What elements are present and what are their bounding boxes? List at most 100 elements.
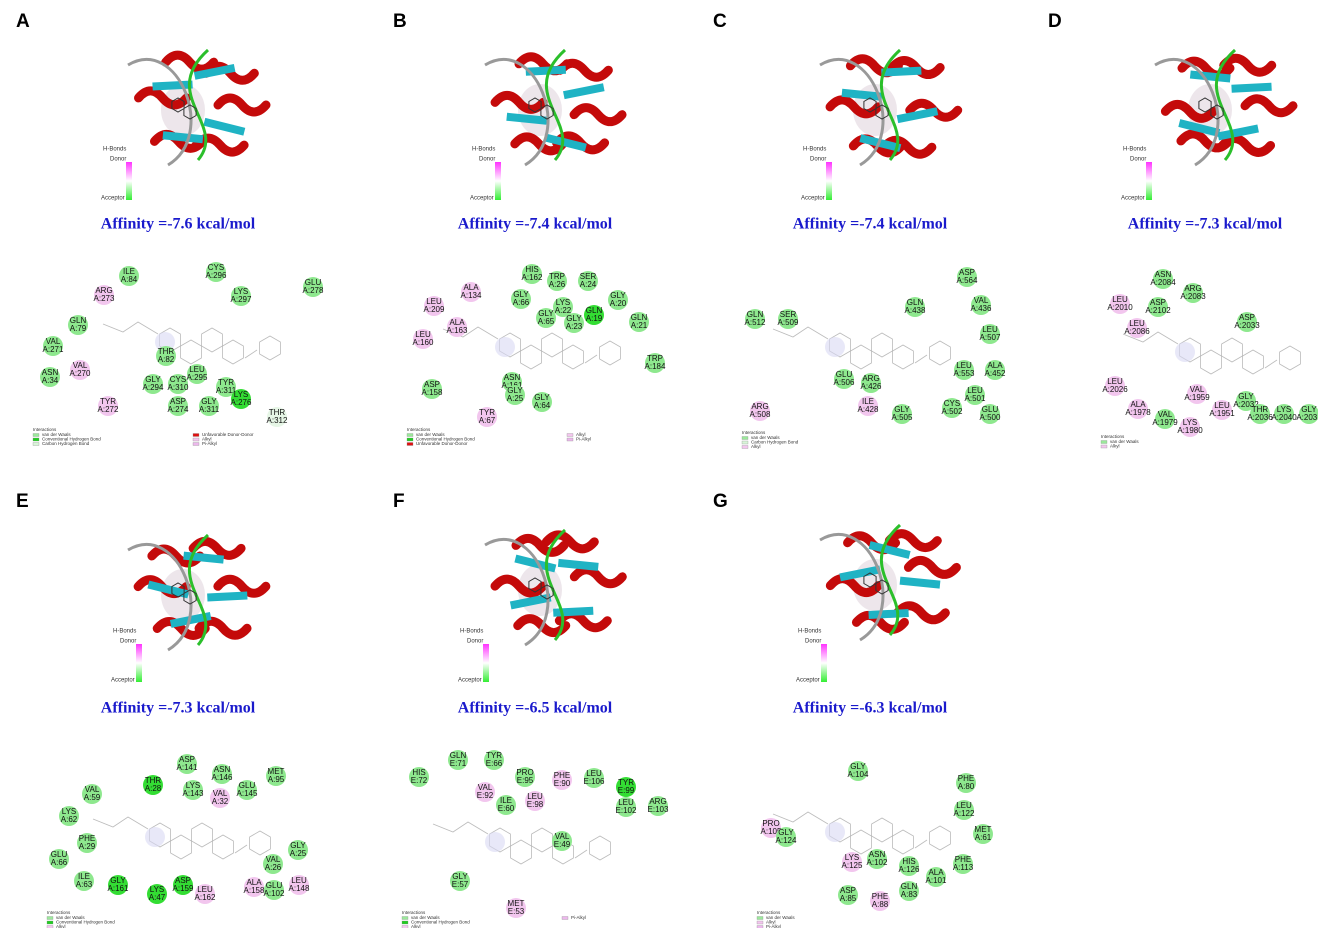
residue-disc xyxy=(584,768,604,788)
residue-name: MET xyxy=(508,899,525,908)
residue-disc xyxy=(156,346,176,366)
residue-disc xyxy=(477,407,497,427)
residue-name: ARG xyxy=(1184,284,1201,293)
residue-name: VAL xyxy=(1190,385,1205,394)
residue-name: LEU xyxy=(291,876,307,885)
helix xyxy=(149,129,207,153)
residue-id: A:2033 xyxy=(1234,321,1260,330)
residue-id: A:271 xyxy=(43,345,64,354)
residue-id: A:122 xyxy=(954,809,975,818)
hbond-gradient xyxy=(821,644,827,682)
residue-name: HIS xyxy=(902,857,915,866)
legend-swatch xyxy=(406,437,414,442)
strand xyxy=(207,591,248,602)
residue-id: A:512 xyxy=(745,318,766,327)
hbond-title: H-Bonds xyxy=(1123,147,1146,153)
ligand xyxy=(528,97,554,120)
protein-structure xyxy=(819,523,961,642)
residue-name: LYS xyxy=(186,781,201,790)
hbond-title: H-Bonds xyxy=(798,629,821,635)
helix xyxy=(879,135,937,159)
hbond-title: H-Bonds xyxy=(113,629,136,635)
residue-disc xyxy=(536,308,556,328)
residue-name: ASP xyxy=(1239,313,1255,322)
residue-id: A:274 xyxy=(168,405,189,414)
pi-cloud xyxy=(825,337,845,357)
residue-name: SER xyxy=(580,272,597,281)
legend-swatch xyxy=(46,920,54,925)
residue-id: A:102 xyxy=(264,889,285,898)
residue-id: A:126 xyxy=(899,865,920,874)
residue-disc xyxy=(511,289,531,309)
strand xyxy=(514,554,557,573)
residue-disc xyxy=(745,309,765,329)
residue-id: A:507 xyxy=(980,333,1001,342)
strand xyxy=(193,63,236,80)
residue-name: GLN xyxy=(586,306,603,315)
residue-id: A:296 xyxy=(206,271,227,280)
residue-id: A:66 xyxy=(51,858,68,867)
residue-id: A:95 xyxy=(268,775,285,784)
helix xyxy=(510,132,568,156)
residue-name: PHE xyxy=(554,771,570,780)
residue-name: HIS xyxy=(412,768,425,777)
protein-structure xyxy=(127,533,271,652)
residue-id: A:113 xyxy=(953,863,974,872)
residue-id: E:71 xyxy=(450,759,467,768)
protein-structure xyxy=(127,48,271,167)
residue-disc xyxy=(168,374,188,394)
residue-id: A:276 xyxy=(231,398,252,407)
residue-id: A:47 xyxy=(149,893,166,902)
residue-name: ASN xyxy=(504,373,521,382)
hbond-title: H-Bonds xyxy=(103,147,126,153)
residue-id: A:105 xyxy=(761,827,782,836)
residue-name: GLY xyxy=(513,290,529,299)
residue-disc xyxy=(985,360,1005,380)
residue-name: ASP xyxy=(170,397,186,406)
residue-id: E:90 xyxy=(554,779,571,788)
residue-disc xyxy=(1187,384,1207,404)
legend-label: van der Waals xyxy=(42,432,71,437)
legend-swatch xyxy=(32,442,40,446)
legend-swatch xyxy=(566,437,574,442)
panel-letter: E xyxy=(16,491,29,512)
legend-swatch xyxy=(192,437,200,442)
loop xyxy=(879,48,902,161)
residue-disc xyxy=(267,407,287,427)
legend-label: Alkyl xyxy=(576,432,586,437)
ligand xyxy=(171,582,197,605)
strand xyxy=(563,83,605,100)
residue-disc xyxy=(475,782,495,802)
legend-label: Pi-Alkyl xyxy=(202,441,217,446)
strand xyxy=(553,606,594,617)
hbond-acceptor: Acceptor xyxy=(111,678,135,684)
residue-name: LEU xyxy=(967,386,983,395)
strand xyxy=(868,541,911,559)
residue-disc xyxy=(629,312,649,332)
strand xyxy=(147,580,190,599)
hbond-gradient xyxy=(126,162,132,200)
residue-name: VAL xyxy=(46,337,61,346)
surface xyxy=(161,84,205,136)
residue-name: ASP xyxy=(840,886,856,895)
residue-id: A:25 xyxy=(507,394,524,403)
residue-name: CYS xyxy=(208,263,224,272)
residue-name: TRP xyxy=(549,272,565,281)
hbond-gradient xyxy=(826,162,832,200)
residue-id: A:104 xyxy=(848,770,869,779)
residue-name: GLY xyxy=(850,762,866,771)
helix xyxy=(884,529,942,553)
